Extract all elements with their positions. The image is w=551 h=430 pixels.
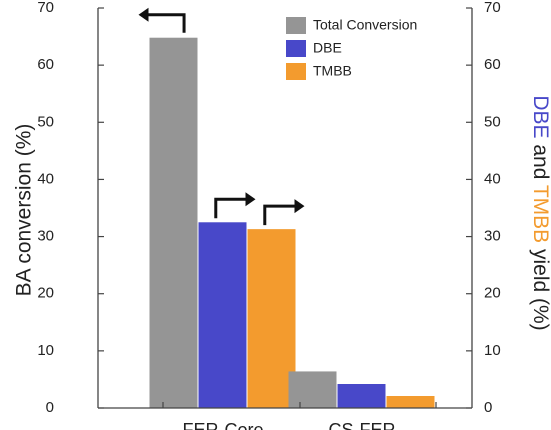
legend-swatch	[286, 63, 306, 80]
legend-label: TMBB	[313, 63, 352, 79]
y-tick-label: 30	[37, 228, 54, 245]
y2-axis-title-part: yield (%)	[529, 243, 551, 331]
tick-labels: 0 10 20 30 40 50 60 70 0 10 20 30 40 50 60 70 FER-Core CS…	[37, 0, 500, 430]
y-tick-label: 40	[37, 170, 54, 187]
x-category-label: CS-FER	[329, 420, 396, 430]
y2-axis-title-part: DBE	[529, 95, 551, 138]
y2-tick-label: 10	[484, 342, 501, 359]
legend-label: Total Conversion	[313, 17, 417, 33]
bar-total-conversion-cs-fer	[288, 371, 337, 408]
bar-dbe-cs-fer	[337, 384, 386, 408]
y2-tick-label: 60	[484, 56, 501, 73]
y-tick-label: 20	[37, 285, 54, 302]
legend-label: DBE	[313, 40, 342, 56]
y-tick-label: 10	[37, 342, 54, 359]
bar-total-conversion-fer-core	[149, 37, 198, 408]
y2-axis-title: DBE and TMBB yield (%)	[529, 95, 551, 330]
x-category-label: FER-Core	[182, 420, 263, 430]
arrow-right-icon	[263, 199, 305, 226]
annotation-arrows	[138, 7, 305, 226]
arrow-left-icon	[138, 7, 186, 33]
y2-tick-label: 20	[484, 285, 501, 302]
y2-tick-label: 70	[484, 0, 501, 16]
y-tick-label: 0	[46, 399, 54, 416]
axes	[97, 7, 473, 409]
bar-tmbb-fer-core	[247, 229, 296, 408]
y2-tick-label: 40	[484, 170, 501, 187]
legend-swatch	[286, 17, 306, 34]
arrow-right-icon	[214, 192, 256, 219]
bar-tmbb-cs-fer	[386, 396, 435, 408]
bar-dbe-fer-core	[198, 222, 247, 408]
bars-layer	[149, 37, 435, 408]
y2-axis-title-part: TMBB	[529, 185, 551, 243]
y-axis-title: BA conversion (%)	[13, 124, 36, 297]
y2-tick-label: 50	[484, 113, 501, 130]
y2-axis-title-part: and	[529, 138, 551, 184]
y-tick-label: 50	[37, 113, 54, 130]
y-tick-label: 60	[37, 56, 54, 73]
y2-tick-label: 0	[484, 399, 492, 416]
y2-tick-label: 30	[484, 228, 501, 245]
y-tick-label: 70	[37, 0, 54, 16]
legend-swatch	[286, 40, 306, 57]
legend: Total Conversion DBE TMBB	[286, 17, 417, 80]
